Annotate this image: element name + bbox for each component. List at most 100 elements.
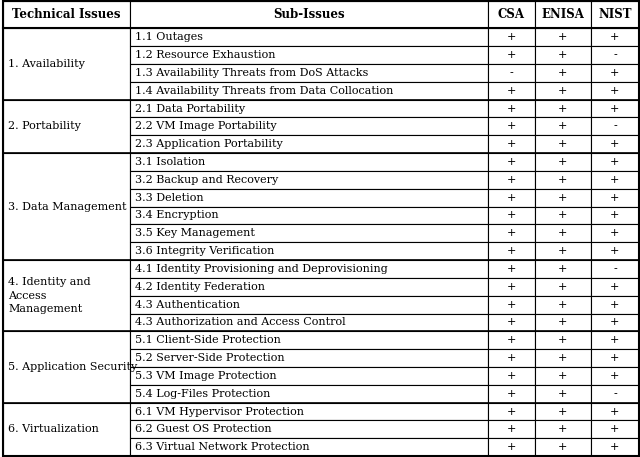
Text: +: +: [611, 371, 620, 381]
Bar: [591, 189, 639, 207]
Text: +: +: [558, 371, 568, 381]
Text: +: +: [558, 122, 568, 131]
Text: 2. Portability: 2. Portability: [8, 122, 81, 131]
Bar: [488, 438, 535, 456]
Text: 3. Data Management: 3. Data Management: [8, 202, 127, 212]
Bar: [535, 242, 591, 260]
Text: 6.2 Guest OS Protection: 6.2 Guest OS Protection: [135, 425, 271, 434]
Text: +: +: [558, 50, 568, 60]
Text: +: +: [611, 228, 620, 238]
Bar: [130, 260, 488, 278]
Bar: [488, 260, 535, 278]
Text: +: +: [558, 442, 568, 452]
Text: 2.2 VM Image Portability: 2.2 VM Image Portability: [135, 122, 276, 131]
Bar: [535, 171, 591, 189]
Bar: [535, 331, 591, 349]
Bar: [488, 1, 535, 28]
Text: +: +: [507, 175, 516, 185]
Bar: [535, 260, 591, 278]
Bar: [3, 331, 130, 403]
Bar: [130, 385, 488, 403]
Text: 1. Availability: 1. Availability: [8, 59, 85, 69]
Text: +: +: [507, 32, 516, 42]
Bar: [591, 296, 639, 314]
Text: -: -: [613, 389, 617, 399]
Text: +: +: [507, 50, 516, 60]
Bar: [488, 349, 535, 367]
Text: +: +: [558, 157, 568, 167]
Bar: [130, 278, 488, 296]
Bar: [535, 420, 591, 438]
Text: +: +: [611, 425, 620, 434]
Bar: [3, 403, 130, 456]
Text: +: +: [611, 68, 620, 78]
Text: 1.1 Outages: 1.1 Outages: [135, 32, 203, 42]
Text: +: +: [507, 193, 516, 202]
Bar: [535, 349, 591, 367]
Bar: [130, 171, 488, 189]
Text: 6. Virtualization: 6. Virtualization: [8, 425, 99, 434]
Bar: [535, 224, 591, 242]
Text: 6.1 VM Hypervisor Protection: 6.1 VM Hypervisor Protection: [135, 407, 304, 416]
Bar: [535, 1, 591, 28]
Text: -: -: [613, 264, 617, 274]
Text: +: +: [507, 246, 516, 256]
Bar: [488, 82, 535, 100]
Bar: [535, 82, 591, 100]
Bar: [535, 438, 591, 456]
Text: +: +: [558, 211, 568, 220]
Bar: [130, 438, 488, 456]
Text: +: +: [558, 193, 568, 202]
Text: +: +: [558, 104, 568, 113]
Bar: [488, 242, 535, 260]
Text: 3.3 Deletion: 3.3 Deletion: [135, 193, 204, 202]
Text: +: +: [611, 139, 620, 149]
Bar: [591, 242, 639, 260]
Text: +: +: [558, 175, 568, 185]
Bar: [3, 1, 130, 28]
Text: +: +: [558, 353, 568, 363]
Bar: [130, 403, 488, 420]
Bar: [3, 100, 130, 153]
Text: +: +: [611, 86, 620, 96]
Bar: [130, 296, 488, 314]
Text: 3.6 Integrity Verification: 3.6 Integrity Verification: [135, 246, 274, 256]
Bar: [130, 367, 488, 385]
Bar: [130, 100, 488, 117]
Bar: [488, 135, 535, 153]
Bar: [591, 82, 639, 100]
Text: +: +: [611, 104, 620, 113]
Bar: [488, 28, 535, 46]
Bar: [130, 28, 488, 46]
Bar: [130, 349, 488, 367]
Bar: [591, 135, 639, 153]
Text: +: +: [507, 300, 516, 309]
Text: 3.2 Backup and Recovery: 3.2 Backup and Recovery: [135, 175, 278, 185]
Bar: [488, 385, 535, 403]
Text: +: +: [507, 228, 516, 238]
Bar: [591, 171, 639, 189]
Bar: [488, 207, 535, 224]
Text: +: +: [611, 407, 620, 416]
Text: 5. Application Security: 5. Application Security: [8, 362, 138, 372]
Text: +: +: [611, 211, 620, 220]
Bar: [591, 224, 639, 242]
Bar: [535, 314, 591, 331]
Text: 5.2 Server-Side Protection: 5.2 Server-Side Protection: [135, 353, 284, 363]
Bar: [130, 153, 488, 171]
Bar: [535, 117, 591, 135]
Bar: [591, 153, 639, 171]
Text: 4.3 Authorization and Access Control: 4.3 Authorization and Access Control: [135, 318, 346, 327]
Bar: [591, 64, 639, 82]
Bar: [591, 278, 639, 296]
Text: 2.3 Application Portability: 2.3 Application Portability: [135, 139, 282, 149]
Text: -: -: [613, 122, 617, 131]
Bar: [535, 207, 591, 224]
Bar: [130, 331, 488, 349]
Text: 3.4 Encryption: 3.4 Encryption: [135, 211, 218, 220]
Text: NIST: NIST: [598, 8, 632, 21]
Text: +: +: [558, 246, 568, 256]
Bar: [591, 28, 639, 46]
Text: Technical Issues: Technical Issues: [12, 8, 121, 21]
Text: +: +: [558, 86, 568, 96]
